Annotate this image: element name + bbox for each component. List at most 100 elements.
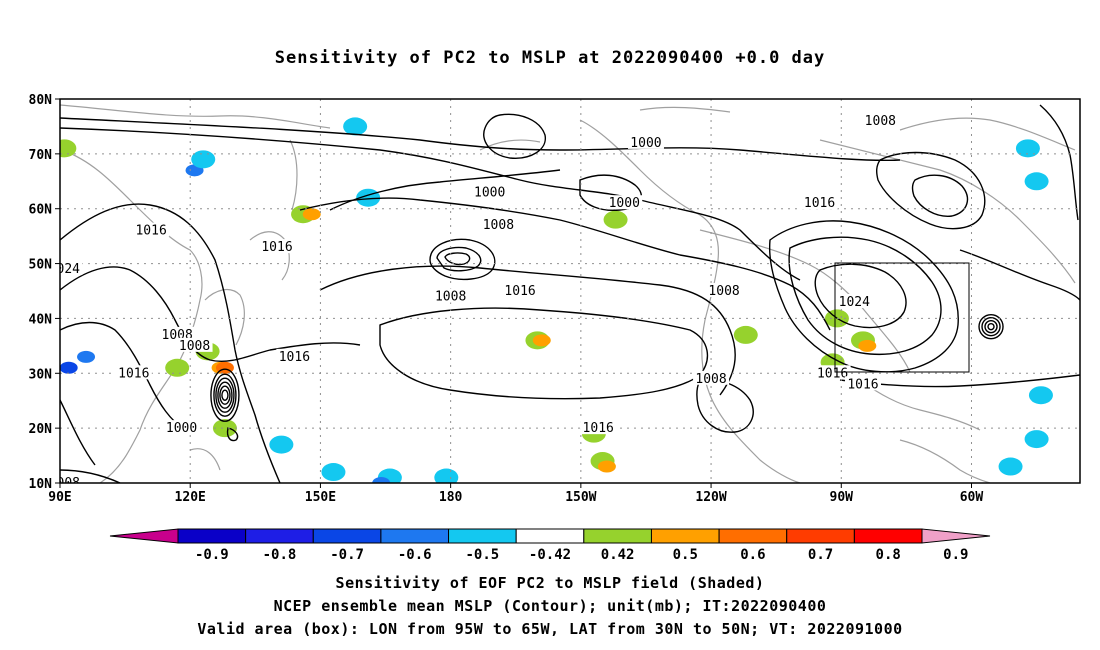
lon-tick-label: 150W bbox=[565, 490, 596, 505]
lat-tick-label: 20N bbox=[29, 422, 53, 437]
contour-label-bg bbox=[60, 475, 83, 483]
colorbar-label: -0.6 bbox=[398, 547, 432, 563]
map-frame bbox=[59, 98, 1081, 484]
lat-tick-label: 50N bbox=[29, 258, 53, 273]
mslp-contour bbox=[299, 197, 831, 331]
lat-tick-label: 70N bbox=[29, 148, 53, 163]
colorbar-box bbox=[448, 528, 517, 544]
colorbar-box bbox=[312, 528, 382, 544]
negative-sensitivity-blob bbox=[343, 117, 368, 136]
colorbar-box bbox=[245, 528, 314, 544]
negative-sensitivity-blob bbox=[998, 457, 1023, 476]
negative-sensitivity-blob bbox=[191, 150, 216, 169]
contour-label-bg bbox=[836, 293, 873, 308]
contour-label-bg bbox=[259, 239, 296, 254]
contour-label-bg bbox=[176, 337, 213, 352]
mslp-contour bbox=[60, 469, 121, 483]
mslp-contour bbox=[814, 263, 907, 329]
colorbar-label: 0.8 bbox=[876, 547, 901, 563]
colorbar-box bbox=[515, 528, 585, 544]
mslp-contour bbox=[875, 151, 986, 230]
coastline bbox=[61, 149, 203, 483]
contour-label-bg bbox=[471, 184, 508, 199]
lon-tick-label: 120W bbox=[695, 490, 726, 505]
positive-sensitivity-blob bbox=[60, 139, 77, 158]
coastline bbox=[859, 379, 981, 431]
colorbar-label: -0.42 bbox=[529, 547, 571, 563]
contour-label-bg bbox=[706, 283, 743, 297]
colorbar-label: 0.9 bbox=[943, 547, 968, 563]
low-contour bbox=[984, 319, 998, 334]
coastline bbox=[639, 106, 731, 113]
colorbar-label: 0.6 bbox=[740, 547, 765, 563]
positive-sensitivity-blob bbox=[733, 325, 758, 344]
negative-sensitivity-blob bbox=[321, 463, 346, 482]
contour-label: 1016 bbox=[118, 366, 149, 381]
contour-label-bg bbox=[432, 288, 469, 303]
colorbar-box bbox=[650, 528, 720, 544]
contour-label-bg bbox=[606, 195, 643, 210]
low-contour bbox=[981, 316, 1001, 337]
contour-label-bg bbox=[844, 376, 881, 391]
mslp-contour bbox=[911, 174, 969, 217]
contour-label: 1024 bbox=[49, 262, 80, 277]
contour-label-bg bbox=[133, 222, 170, 237]
contour-label: 1000 bbox=[609, 196, 640, 211]
mslp-contour bbox=[483, 113, 546, 159]
colorbar-label: -0.5 bbox=[466, 547, 500, 563]
typhoon-contour bbox=[217, 381, 233, 409]
contour-label-bg bbox=[580, 420, 617, 435]
typhoon-contour bbox=[215, 377, 235, 413]
negative-sensitivity-blob bbox=[60, 361, 78, 374]
colorbar-label: -0.8 bbox=[263, 547, 297, 563]
lon-tick-label: 90E bbox=[48, 490, 71, 505]
negative-sensitivity-blob bbox=[372, 477, 391, 483]
colorbar-max-arrow bbox=[921, 528, 991, 544]
contour-label-bg bbox=[862, 112, 899, 127]
positive-sensitivity-blob bbox=[603, 210, 628, 229]
typhoon-contour bbox=[221, 389, 229, 401]
typhoon-contour bbox=[219, 385, 231, 405]
lon-tick-label: 120E bbox=[175, 490, 206, 505]
contour-label: 1024 bbox=[839, 295, 870, 310]
contour-label-bg bbox=[60, 261, 83, 276]
low-contour bbox=[978, 313, 1004, 340]
mslp-contour bbox=[60, 321, 186, 431]
positive-sensitivity-blob bbox=[302, 208, 321, 221]
sensitivity-shading bbox=[60, 117, 1053, 483]
contour-label: 1008 bbox=[483, 218, 514, 233]
contour-label: 1008 bbox=[708, 284, 739, 299]
coastline bbox=[899, 117, 1076, 151]
mslp-contour bbox=[1039, 104, 1079, 221]
mslp-contour bbox=[329, 169, 561, 211]
contour-label-bg bbox=[627, 134, 664, 149]
negative-sensitivity-blob bbox=[1024, 430, 1049, 449]
coastline bbox=[819, 139, 1076, 284]
negative-sensitivity-blob bbox=[1028, 386, 1053, 405]
mslp-contour bbox=[768, 220, 959, 373]
positive-sensitivity-blob bbox=[597, 460, 616, 473]
mslp-contour bbox=[444, 252, 471, 266]
mslp-contour bbox=[60, 399, 96, 466]
coastline bbox=[479, 139, 541, 151]
colorbar-box bbox=[583, 528, 652, 544]
positive-sensitivity-blob bbox=[532, 334, 551, 347]
caption-valid-area: Valid area (box): LON from 95W to 65W, L… bbox=[197, 620, 903, 638]
contour-label-bg bbox=[115, 365, 152, 380]
contour-label: 1016 bbox=[279, 350, 310, 365]
contour-label: 1008 bbox=[179, 339, 210, 354]
contour-label: 1016 bbox=[817, 366, 848, 381]
lat-tick-label: 40N bbox=[29, 312, 53, 327]
coastline bbox=[899, 439, 991, 483]
contour-label-bg bbox=[163, 420, 200, 435]
lon-tick-label: 180 bbox=[439, 490, 463, 505]
contour-label-bg bbox=[693, 370, 730, 385]
mslp-contour bbox=[436, 246, 482, 272]
negative-sensitivity-blob bbox=[269, 435, 294, 454]
plot-area: 1000 1000 1000 1008 1008 1008 1008 1008 1008 1008… bbox=[49, 99, 1080, 483]
contour-label: 1016 bbox=[583, 421, 614, 436]
coastline bbox=[699, 229, 911, 373]
colorbar-label: -0.7 bbox=[330, 547, 364, 563]
coastline bbox=[60, 104, 331, 129]
